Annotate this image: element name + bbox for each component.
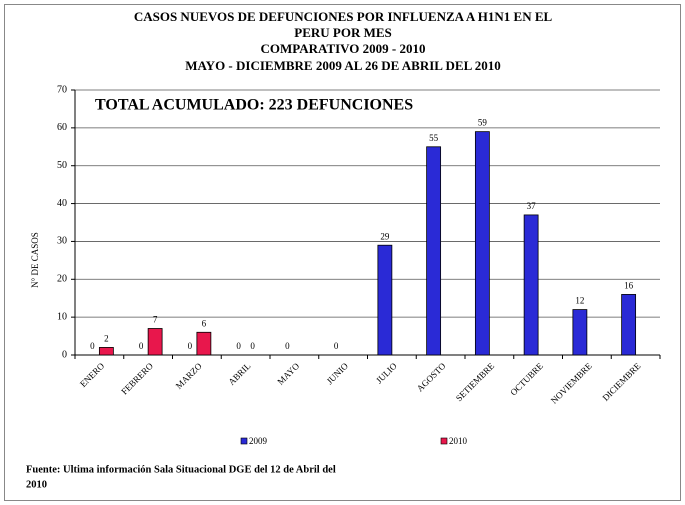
chart-title: CASOS NUEVOS DE DEFUNCIONES POR INFLUENZ…: [134, 9, 553, 24]
data-label: 55: [429, 133, 439, 143]
data-label: 37: [527, 201, 537, 211]
y-tick-label: 20: [57, 274, 67, 285]
y-tick-label: 50: [57, 160, 67, 171]
data-label: 0: [139, 341, 144, 351]
data-label: 0: [250, 341, 255, 351]
bar: [196, 331, 212, 356]
data-label: 6: [202, 318, 207, 328]
data-label: 0: [236, 341, 241, 351]
footnote: 2010: [26, 479, 47, 490]
footnote: Fuente: Ultima información Sala Situacio…: [26, 464, 336, 475]
data-label: 0: [285, 341, 290, 351]
y-axis-label: N° DE CASOS: [30, 232, 40, 288]
data-label: 16: [624, 280, 634, 290]
annotation: TOTAL ACUMULADO: 223 DEFUNCIONES: [95, 97, 413, 114]
chart-title: PERU POR MES: [294, 25, 392, 40]
legend-swatch: [440, 437, 448, 445]
legend-label: 2010: [449, 436, 468, 446]
bar: [621, 294, 637, 356]
y-tick-label: 30: [57, 236, 67, 247]
data-label: 0: [188, 341, 193, 351]
bar: [572, 309, 588, 356]
data-label: 7: [153, 315, 158, 325]
bar: [474, 131, 490, 356]
y-tick-label: 60: [57, 122, 67, 133]
data-label: 29: [380, 231, 390, 241]
bar: [377, 244, 393, 356]
bar: [98, 347, 114, 356]
data-label: 0: [334, 341, 339, 351]
legend-swatch: [240, 437, 248, 445]
y-tick-label: 40: [57, 198, 67, 209]
bar: [523, 214, 539, 356]
chart-title: MAYO - DICIEMBRE 2009 AL 26 DE ABRIL DEL…: [185, 58, 501, 73]
y-tick-label: 10: [57, 311, 67, 322]
chart-title: COMPARATIVO 2009 - 2010: [261, 41, 426, 56]
y-tick-label: 70: [57, 84, 67, 95]
frame: [4, 4, 681, 501]
y-tick-label: 0: [62, 349, 67, 360]
data-label: 0: [90, 341, 95, 351]
legend-label: 2009: [249, 436, 268, 446]
data-label: 12: [575, 296, 584, 306]
data-label: 2: [104, 333, 109, 343]
bar: [426, 146, 442, 356]
bar: [147, 328, 163, 356]
data-label: 59: [478, 118, 488, 128]
